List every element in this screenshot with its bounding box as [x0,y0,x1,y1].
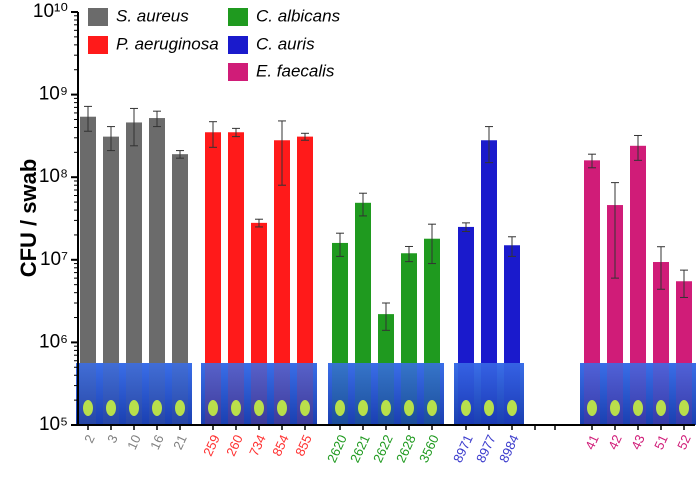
bar [584,160,600,425]
photo-tube [335,400,345,416]
bar [172,154,188,425]
x-tick-label: 3560 [416,432,442,465]
error-bar [301,132,309,141]
legend-swatch [228,63,248,81]
photo-tube [656,400,666,416]
photo-tube [300,400,310,416]
x-tick-label: 259 [200,432,223,458]
error-bar [176,150,184,159]
x-tick-label: 855 [292,432,315,458]
error-bar [359,192,367,217]
error-bar [278,120,286,186]
photo-tube [175,400,185,416]
y-tick-label: 10⁹ [39,84,68,105]
photo-tube [254,400,264,416]
x-tick-label: 2628 [393,432,419,465]
x-tick-label: 10 [124,432,144,451]
error-bar [428,223,436,265]
photo-tube [358,400,368,416]
x-tick-label: 260 [223,432,246,458]
legend-label: P. aeruginosa [116,34,219,53]
legend-swatch [88,36,108,54]
photo-tube [106,400,116,416]
photo-tube [679,400,689,416]
x-tick-label: 51 [651,432,671,451]
bar [274,140,290,425]
bar [103,136,119,425]
photo-tube [152,400,162,416]
error-bar [336,232,344,257]
x-tick-label: 854 [269,432,292,458]
legend-swatch [228,36,248,54]
y-tick-label: 10⁷ [40,249,68,270]
photo-tube [633,400,643,416]
error-bar [462,222,470,233]
photo-tube [507,400,517,416]
error-bar [84,105,92,132]
error-bar [209,121,217,148]
x-tick-label: 41 [582,432,602,451]
bar [297,136,313,425]
x-tick-label: 8971 [450,432,476,465]
x-tick-label: 8984 [496,432,522,465]
x-tick-label: 2 [81,432,98,445]
legend-label: C. albicans [256,6,341,25]
bar [481,140,497,425]
bar [630,145,646,425]
error-bar [634,134,642,161]
y-axis-label: CFU / swab [16,159,41,278]
x-tick-label: 16 [147,432,167,451]
bar [149,118,165,426]
photo-tube [427,400,437,416]
photo-tube [484,400,494,416]
error-bar [255,218,263,228]
y-tick-label: 10⁵ [39,414,68,435]
photo-tube [610,400,620,416]
photo-tube [461,400,471,416]
photo-tube [208,400,218,416]
photo-tube [83,400,93,416]
bar [205,132,221,425]
legend-swatch [88,8,108,26]
x-tick-label: 2622 [370,432,396,465]
photo-tube [404,400,414,416]
error-bar [130,107,138,147]
error-bar [485,126,493,164]
error-bar [588,153,596,169]
x-tick-label: 3 [104,432,121,445]
legend-label: C. auris [256,34,315,53]
y-tick-label: 10¹⁰ [33,1,68,22]
photo-tube [277,400,287,416]
bar [80,116,96,425]
x-tick-label: 734 [246,432,269,458]
error-bar [107,126,115,152]
error-bar [611,182,619,279]
error-bar [405,245,413,263]
x-tick-label: 21 [170,432,190,451]
bar [228,132,244,425]
legend-label: S. aureus [116,6,189,25]
error-bar [382,302,390,331]
photo-tube [129,400,139,416]
x-tick-label: 8977 [473,432,499,465]
error-bar [508,236,516,257]
y-tick-label: 10⁸ [39,166,68,187]
error-bar [680,269,688,298]
x-tick-label: 2620 [324,432,350,465]
photo-tube [381,400,391,416]
photo-tube [231,400,241,416]
x-tick-label: 52 [674,432,694,451]
legend-swatch [228,8,248,26]
y-tick-label: 10⁶ [39,331,68,352]
x-tick-label: 42 [605,432,625,451]
error-bar [153,110,161,128]
x-tick-label: 43 [628,432,648,451]
x-tick-label: 2621 [347,432,373,465]
bar [126,122,142,425]
error-bar [657,246,665,290]
photo-tube [587,400,597,416]
legend-label: E. faecalis [256,61,335,80]
error-bar [232,127,240,138]
